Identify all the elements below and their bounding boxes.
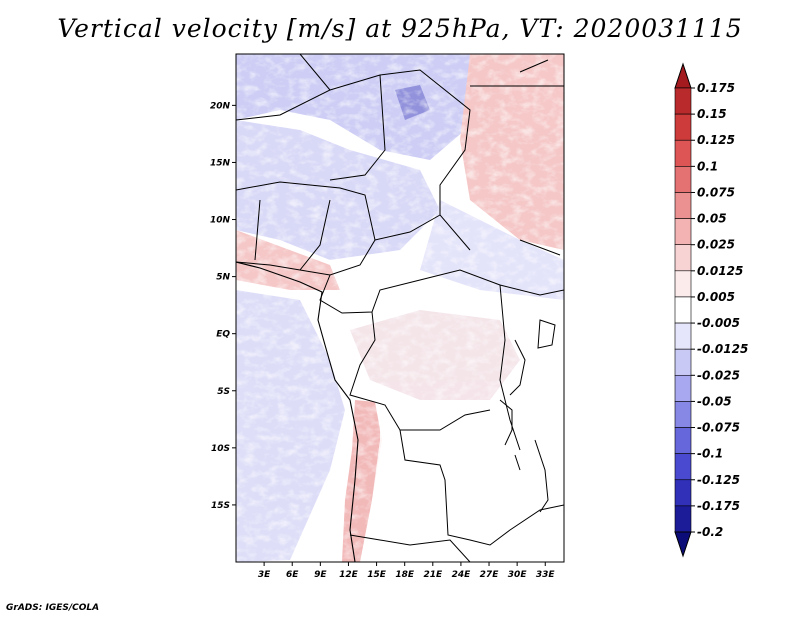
map-frame [235, 53, 565, 563]
colorbar-label: 0.005 [697, 290, 735, 304]
colorbar-segment [674, 244, 692, 272]
colorbar-arrow-top [674, 62, 692, 89]
lat-label: 10S [211, 444, 230, 454]
lat-label: 15S [211, 501, 230, 511]
longitude-labels: 3E 6E 9E 12E 15E 18E 21E 24E 27E 30E 33E [258, 570, 556, 580]
colorbar-segment [674, 427, 692, 454]
colorbar-label: 0.0125 [697, 264, 743, 278]
colorbar-label: 0.1 [697, 159, 718, 173]
colorbar: 0.175 0.15 0.125 0.1 0.075 0.05 0.025 0.0125 0.0… [674, 62, 748, 558]
colorbar-label: -0.05 [697, 394, 732, 408]
colorbar-label: -0.005 [697, 316, 740, 330]
colorbar-segment [674, 113, 692, 141]
colorbar-segment [674, 348, 692, 376]
lat-label: 10N [210, 216, 231, 226]
colorbar-segment [674, 192, 692, 219]
velocity-field [236, 54, 564, 562]
lon-label: 30E [508, 570, 528, 580]
latitude-labels: 20N 15N 10N 5N EQ 5S 10S 15S [210, 101, 231, 511]
colorbar-segment [674, 87, 692, 115]
lat-label: 20N [210, 101, 231, 111]
lat-label: 15N [210, 158, 231, 168]
colorbar-label: 0.025 [697, 238, 735, 252]
colorbar-segment [674, 322, 692, 350]
lat-label: EQ [216, 330, 230, 340]
colorbar-label: 0.15 [697, 107, 727, 121]
colorbar-label: -0.1 [697, 447, 723, 461]
colorbar-label: -0.125 [697, 473, 740, 487]
lon-label: 24E [452, 570, 472, 580]
colorbar-label: 0.075 [697, 185, 735, 199]
colorbar-segment [674, 166, 692, 193]
lon-label: 33E [536, 570, 556, 580]
lat-label: 5N [216, 273, 230, 283]
colorbar-label: -0.2 [697, 525, 723, 539]
colorbar-segment [674, 401, 692, 428]
colorbar-segment [674, 453, 692, 481]
colorbar-label: 0.125 [697, 133, 735, 147]
colorbar-segment [674, 505, 692, 533]
grads-credit: GrADS: IGES/COLA [6, 603, 100, 613]
colorbar-label: 0.05 [697, 212, 727, 226]
lon-label: 27E [480, 570, 500, 580]
colorbar-segment [674, 139, 692, 167]
lon-label: 12E [339, 570, 359, 580]
colorbar-arrow-bottom [674, 531, 692, 558]
lon-label: 9E [314, 570, 327, 580]
lat-label: 5S [217, 387, 230, 397]
colorbar-segment [674, 296, 692, 324]
lon-label: 3E [258, 570, 271, 580]
colorbar-label: -0.025 [697, 368, 740, 382]
lon-label: 15E [367, 570, 387, 580]
map-title: Vertical velocity [m/s] at 925hPa, VT: 2… [57, 14, 743, 43]
colorbar-segment [674, 270, 692, 298]
lon-label: 18E [395, 570, 415, 580]
axis-ticks [232, 104, 546, 566]
colorbar-segment [674, 479, 692, 507]
colorbar-label: 0.175 [697, 81, 735, 95]
colorbar-label: -0.0125 [697, 342, 748, 356]
colorbar-label: -0.075 [697, 421, 740, 435]
colorbar-label: -0.175 [697, 499, 740, 513]
colorbar-segment [674, 218, 692, 246]
colorbar-segment [674, 374, 692, 402]
lon-label: 6E [286, 570, 299, 580]
lon-label: 21E [423, 570, 443, 580]
